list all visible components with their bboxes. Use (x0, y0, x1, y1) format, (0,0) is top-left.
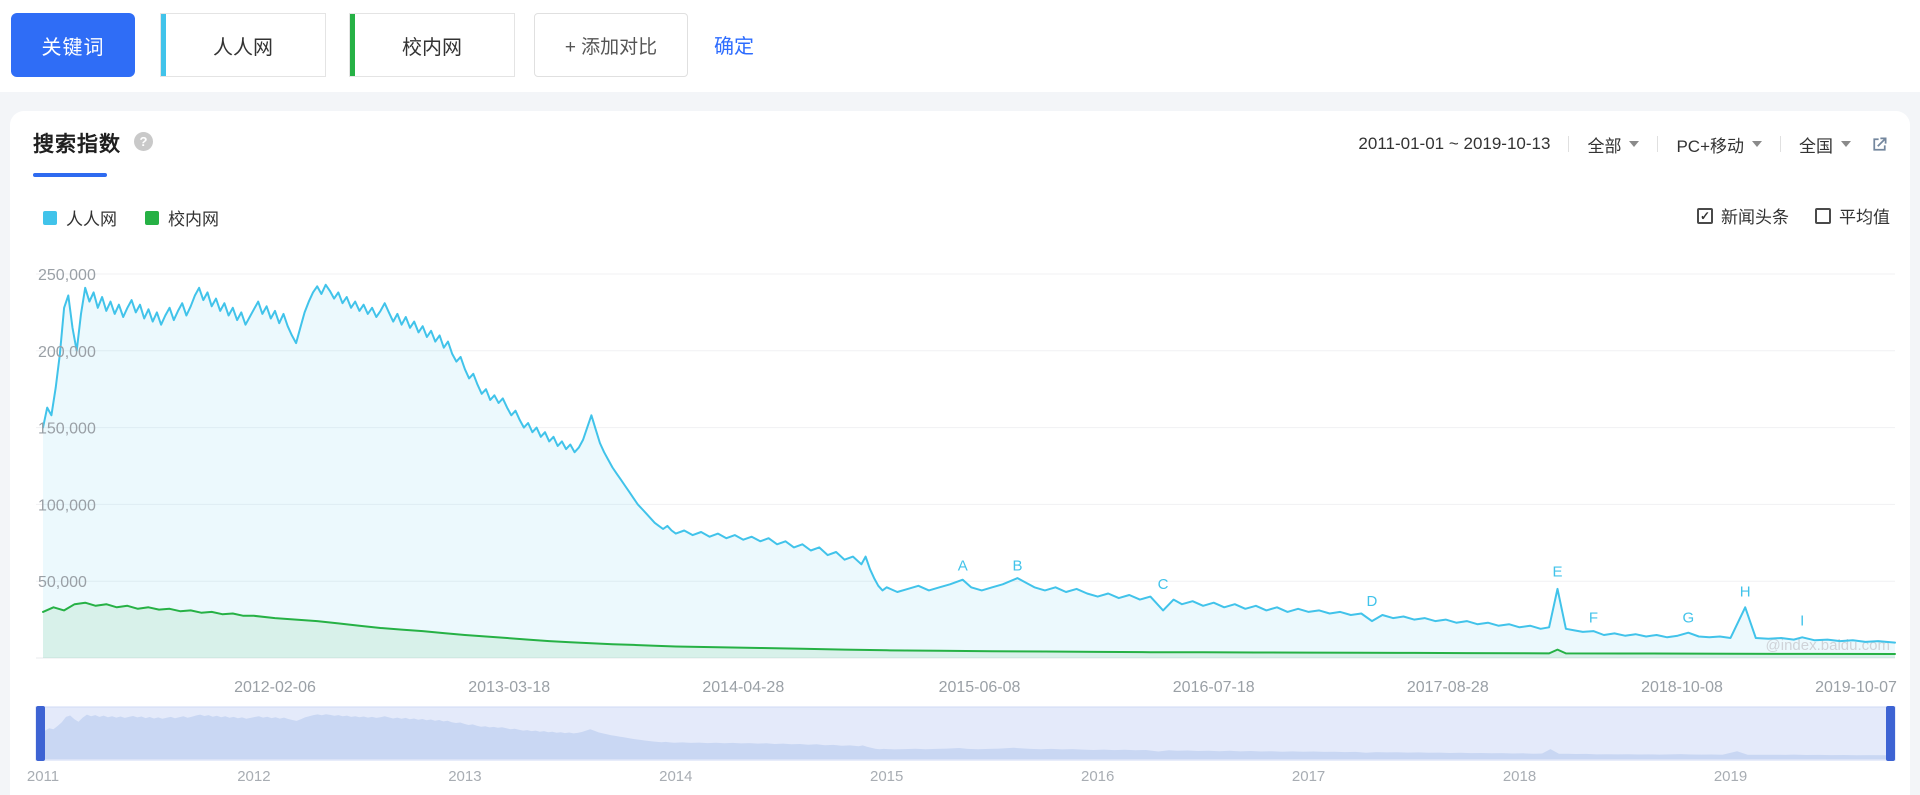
confirm-link[interactable]: 确定 (714, 36, 754, 58)
keyword-tab-label: 校内网 (402, 36, 462, 59)
timeline-year-label: 2013 (448, 768, 481, 785)
checkbox-label: 新闻头条 (1721, 208, 1789, 227)
chart-legend: 人人网 校内网 (43, 205, 219, 230)
checkbox-average[interactable]: 平均值 (1815, 203, 1890, 228)
overlay-toggles: ✓ 新闻头条 平均值 (1697, 203, 1890, 228)
series-area-1 (43, 602, 1895, 658)
event-marker-A[interactable]: A (958, 557, 968, 574)
dropdown-region-value: 全国 (1799, 136, 1833, 156)
checkbox-news-headlines[interactable]: ✓ 新闻头条 (1697, 203, 1789, 228)
event-marker-C[interactable]: C (1158, 576, 1169, 593)
topbar: 关键词 人人网 校内网 + 添加对比 确定 (0, 0, 1920, 92)
event-marker-G[interactable]: G (1682, 610, 1694, 627)
event-marker-I[interactable]: I (1800, 613, 1804, 630)
series-line-1[interactable] (42, 601, 1896, 655)
timeline-year-label: 2015 (870, 768, 903, 785)
keyword-accent-bar (350, 14, 355, 76)
chart-controls: 2011-01-01 ~ 2019-10-13 全部 PC+移动 全国 (1358, 131, 1890, 157)
brush-handle-left[interactable] (36, 706, 45, 761)
timeline-year-label: 2016 (1081, 768, 1114, 785)
chevron-down-icon (1629, 141, 1640, 147)
y-axis-label: 150,000 (38, 421, 96, 438)
timeline-year-label: 2012 (237, 768, 270, 785)
legend-label: 人人网 (66, 210, 117, 229)
event-marker-H[interactable]: H (1740, 584, 1751, 601)
dropdown-category-value: 全部 (1587, 136, 1622, 156)
divider (1780, 136, 1781, 152)
event-marker-D[interactable]: D (1366, 593, 1377, 610)
keyword-tab-label: 人人网 (213, 36, 273, 59)
timeline-year-label: 2011 (27, 768, 59, 785)
date-range[interactable]: 2011-01-01 ~ 2019-10-13 (1358, 134, 1551, 153)
checkbox-icon (1815, 207, 1831, 224)
x-axis-label: 2015-06-08 (939, 679, 1021, 696)
checkbox-icon: ✓ (1697, 207, 1713, 224)
brush-handle-right[interactable] (1886, 706, 1895, 761)
x-axis-label: 2012-02-06 (234, 679, 316, 696)
x-axis-label: 2019-10-07 (1815, 679, 1897, 696)
legend-item-xiaonei[interactable]: 校内网 (145, 205, 219, 230)
y-axis-label: 50,000 (38, 574, 87, 591)
timeline-year-label: 2018 (1503, 768, 1536, 785)
timeline-year-label: 2019 (1714, 768, 1747, 785)
export-icon-glyph (1873, 137, 1887, 151)
x-axis-label: 2016-07-18 (1173, 679, 1255, 696)
keyword-tab-renren[interactable]: 人人网 (160, 13, 326, 77)
keyword-accent-bar (161, 14, 166, 76)
legend-swatch (145, 210, 159, 225)
series-area-0 (43, 284, 1895, 658)
keyword-tab-xiaonei[interactable]: 校内网 (349, 13, 515, 77)
y-axis-label: 250,000 (38, 267, 96, 284)
export-icon[interactable] (1869, 134, 1890, 155)
checkbox-label: 平均值 (1839, 208, 1890, 227)
legend-swatch (43, 210, 57, 225)
divider (1568, 136, 1570, 152)
x-axis-label: 2017-08-28 (1407, 679, 1489, 696)
event-marker-F[interactable]: F (1589, 610, 1598, 627)
panel-title: 搜索指数 (33, 133, 121, 156)
series-line-0[interactable] (42, 283, 1896, 644)
x-axis-label: 2014-04-28 (702, 679, 784, 696)
event-marker-E[interactable]: E (1552, 564, 1562, 581)
keyword-button[interactable]: 关键词 (11, 13, 135, 77)
legend-label: 校内网 (168, 210, 219, 229)
timeline-area (45, 714, 1886, 759)
timeline-year-label: 2017 (1292, 768, 1325, 785)
dropdown-device-value: PC+移动 (1676, 136, 1744, 156)
search-index-panel: 搜索指数 ? 2011-01-01 ~ 2019-10-13 全部 PC+移动 … (10, 111, 1910, 795)
active-tab-underline (33, 173, 107, 177)
help-icon[interactable]: ? (134, 132, 153, 151)
y-axis-label: 100,000 (38, 497, 96, 514)
dropdown-category[interactable]: 全部 (1587, 132, 1640, 157)
event-marker-B[interactable]: B (1012, 557, 1022, 574)
chevron-down-icon (1841, 141, 1851, 147)
y-axis-label: 200,000 (38, 344, 96, 361)
dropdown-device[interactable]: PC+移动 (1676, 132, 1762, 157)
add-compare-button[interactable]: + 添加对比 (534, 13, 688, 77)
x-axis-label: 2013-03-18 (468, 679, 550, 696)
x-axis-label: 2018-10-08 (1641, 679, 1723, 696)
legend-item-renren[interactable]: 人人网 (43, 205, 117, 230)
dropdown-region[interactable]: 全国 (1799, 132, 1851, 157)
timeline-year-label: 2014 (659, 768, 692, 785)
chevron-down-icon (1752, 141, 1762, 147)
divider (1657, 136, 1659, 152)
